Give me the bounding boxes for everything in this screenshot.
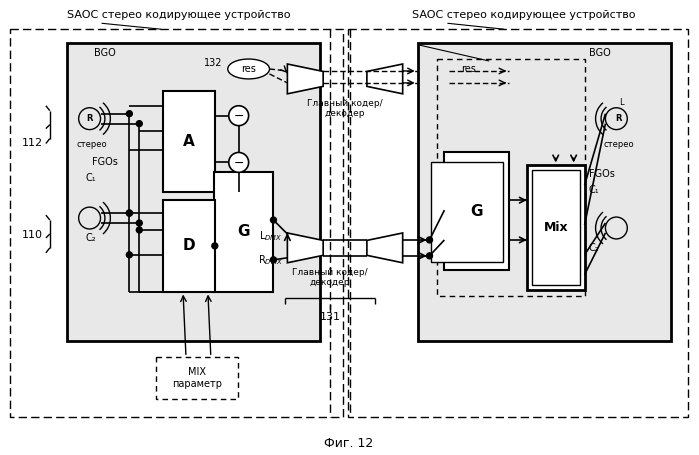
- Text: 132: 132: [203, 58, 222, 68]
- Text: C₂: C₂: [85, 233, 96, 243]
- Text: G: G: [470, 203, 483, 218]
- Circle shape: [136, 121, 143, 126]
- Text: 110: 110: [22, 230, 43, 240]
- Bar: [163, 91, 215, 192]
- Polygon shape: [367, 64, 403, 94]
- Text: FGOs: FGOs: [92, 157, 117, 167]
- Text: 131: 131: [319, 313, 340, 323]
- Text: BGO: BGO: [589, 48, 610, 58]
- Bar: [532, 170, 579, 285]
- Ellipse shape: [228, 59, 270, 79]
- Circle shape: [127, 210, 132, 216]
- Circle shape: [127, 210, 132, 216]
- Bar: [348, 29, 688, 417]
- Circle shape: [229, 106, 249, 126]
- Circle shape: [229, 152, 249, 172]
- Text: C₂: C₂: [589, 243, 599, 253]
- Text: R$_{DMX}$: R$_{DMX}$: [258, 253, 282, 267]
- Text: SAOC стерео кодирующее устройство: SAOC стерео кодирующее устройство: [67, 10, 291, 20]
- Text: Фиг. 12: Фиг. 12: [324, 437, 374, 450]
- Text: L$_{DMX}$: L$_{DMX}$: [259, 229, 282, 243]
- Text: D: D: [182, 238, 195, 253]
- Circle shape: [136, 227, 143, 233]
- Text: FGOs: FGOs: [589, 169, 614, 179]
- Polygon shape: [367, 233, 403, 263]
- Text: 112: 112: [22, 137, 43, 147]
- Text: −: −: [233, 110, 244, 123]
- Bar: [66, 43, 320, 341]
- Circle shape: [271, 257, 276, 263]
- Text: R: R: [87, 114, 93, 123]
- Bar: [156, 357, 238, 399]
- Text: res: res: [241, 64, 256, 74]
- Text: −: −: [233, 157, 244, 170]
- Text: SAOC стерео кодирующее устройство: SAOC стерео кодирующее устройство: [412, 10, 635, 20]
- Bar: [214, 172, 273, 292]
- Bar: [10, 29, 343, 417]
- Bar: [417, 43, 671, 341]
- Bar: [438, 59, 584, 296]
- Circle shape: [271, 217, 276, 223]
- Text: A: A: [183, 134, 195, 149]
- Circle shape: [426, 253, 433, 259]
- Circle shape: [127, 111, 132, 116]
- Text: Главный кодер/
декодер: Главный кодер/ декодер: [292, 268, 368, 288]
- Text: C₁: C₁: [85, 173, 96, 183]
- Bar: [527, 165, 584, 290]
- Circle shape: [127, 252, 132, 258]
- Text: BGO: BGO: [94, 48, 115, 58]
- Bar: [163, 200, 215, 292]
- Polygon shape: [287, 233, 323, 263]
- Bar: [431, 162, 503, 262]
- Text: res: res: [461, 64, 476, 74]
- Text: MIX
параметр: MIX параметр: [172, 367, 222, 389]
- Circle shape: [212, 243, 218, 249]
- Polygon shape: [287, 64, 323, 94]
- Text: L: L: [619, 98, 624, 107]
- Text: Mix: Mix: [543, 221, 568, 234]
- Text: R: R: [615, 114, 621, 123]
- Bar: [445, 152, 509, 270]
- Text: стерео: стерео: [603, 140, 634, 149]
- Text: C₁: C₁: [589, 185, 599, 195]
- Text: G: G: [238, 224, 250, 239]
- Text: Главный кодер/
декодер: Главный кодер/ декодер: [308, 99, 383, 118]
- Circle shape: [426, 237, 433, 243]
- Circle shape: [136, 220, 143, 226]
- Text: стерео: стерео: [76, 140, 107, 149]
